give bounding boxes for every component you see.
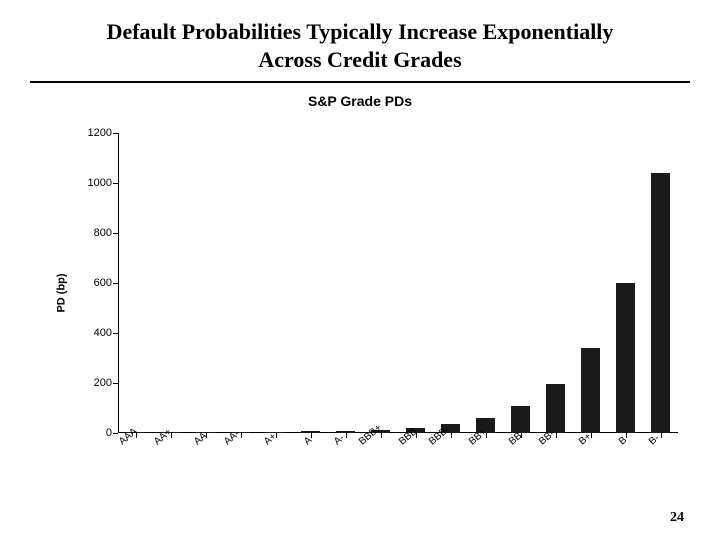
slide: Default Probabilities Typically Increase… (0, 0, 720, 540)
bar (616, 283, 635, 433)
x-tick-mark (661, 433, 662, 438)
x-tick-label: BBB- (427, 424, 452, 447)
y-tick-mark (113, 383, 118, 384)
y-tick-mark (113, 333, 118, 334)
x-tick-label: BBB (397, 426, 419, 447)
x-tick-mark (346, 433, 347, 438)
y-tick-mark (113, 433, 118, 434)
title-line-1: Default Probabilities Typically Increase… (107, 19, 614, 44)
x-tick-mark (451, 433, 452, 438)
x-tick-label: A (302, 435, 314, 448)
bar (651, 173, 670, 433)
x-tick-mark (381, 433, 382, 438)
chart: S&P Grade PDs PD (bp) 020040060080010001… (40, 93, 680, 493)
x-tick-label: AA+ (152, 427, 174, 448)
bar (511, 406, 530, 434)
y-tick-mark (113, 233, 118, 234)
plot-area: 020040060080010001200AAAAA+AAAA-A+AA-BBB… (118, 133, 678, 433)
title-line-2: Across Credit Grades (258, 47, 461, 72)
x-tick-label: BBB+ (357, 422, 384, 447)
y-axis (118, 133, 119, 433)
title-rule (30, 81, 690, 83)
chart-title: S&P Grade PDs (40, 93, 680, 109)
x-tick-label: B- (647, 433, 662, 448)
page-number: 24 (670, 510, 684, 526)
x-tick-label: AAA (117, 426, 139, 447)
x-tick-label: BB+ (467, 427, 489, 448)
bar (546, 384, 565, 433)
x-tick-label: B (617, 435, 629, 448)
x-tick-mark (311, 433, 312, 438)
x-tick-mark (626, 433, 627, 438)
bar (581, 348, 600, 433)
y-axis-label: PD (bp) (56, 273, 68, 312)
x-tick-label: A- (332, 433, 347, 448)
y-tick-mark (113, 283, 118, 284)
slide-title: Default Probabilities Typically Increase… (30, 18, 690, 73)
y-tick-mark (113, 133, 118, 134)
y-tick-mark (113, 183, 118, 184)
